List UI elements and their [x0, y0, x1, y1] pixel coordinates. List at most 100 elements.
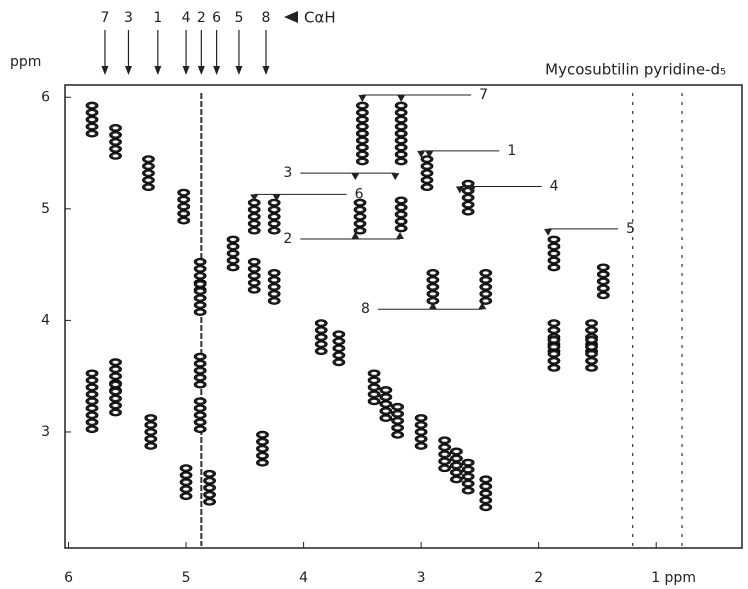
- contour-ring: [259, 454, 266, 458]
- contour-ring: [335, 353, 342, 357]
- contour-ring: [180, 212, 187, 216]
- annotation-marker: [391, 173, 400, 181]
- x-tick-label: 6: [64, 570, 73, 586]
- contour-ring: [197, 413, 204, 417]
- contour-ring: [371, 385, 378, 389]
- cross-peak: [394, 196, 408, 233]
- contour-ring: [359, 125, 366, 129]
- contour-ring: [550, 345, 557, 349]
- contour-ring: [251, 267, 258, 271]
- contour-ring: [112, 397, 119, 401]
- contour-ring: [550, 328, 557, 332]
- cross-peak: [355, 129, 369, 166]
- contour-ring: [89, 118, 96, 122]
- contour-ring: [588, 352, 595, 356]
- annotation-label: 3: [283, 165, 292, 181]
- contour-ring: [465, 203, 472, 207]
- y-tick-label: 4: [41, 312, 50, 328]
- contour-ring: [588, 366, 595, 370]
- contour-ring: [424, 171, 431, 175]
- contour-ring: [112, 383, 119, 387]
- contour-ring: [398, 226, 405, 230]
- annotation-label: 6: [355, 186, 364, 202]
- contour-ring: [359, 131, 366, 135]
- contour-ring: [251, 229, 258, 233]
- contour-ring: [112, 411, 119, 415]
- contour-ring: [398, 118, 405, 122]
- residue-label: 2: [197, 10, 206, 26]
- contour-ring: [180, 219, 187, 223]
- contour-ring: [382, 402, 389, 406]
- contour-ring: [429, 271, 436, 275]
- annotation-label: 7: [479, 87, 488, 103]
- contour-ring: [251, 201, 258, 205]
- contour-ring: [550, 258, 557, 262]
- contour-ring: [145, 185, 152, 189]
- contour-ring: [398, 219, 405, 223]
- cross-peak: [193, 280, 207, 316]
- contour-ring: [424, 178, 431, 182]
- contour-ring: [197, 260, 204, 264]
- cross-peak: [203, 469, 216, 506]
- contour-ring: [359, 159, 366, 163]
- contour-ring: [112, 140, 119, 144]
- contour-ring: [371, 371, 378, 375]
- cross-peak: [267, 269, 281, 305]
- contour-ring: [197, 289, 204, 293]
- contour-ring: [600, 265, 607, 269]
- contour-ring: [398, 205, 405, 209]
- contour-ring: [197, 267, 204, 271]
- contour-ring: [465, 475, 472, 479]
- contour-ring: [550, 352, 557, 356]
- contour-ring: [418, 423, 425, 427]
- residue-arrow-head: [235, 66, 243, 75]
- cross-peak: [85, 397, 99, 434]
- contour-ring: [271, 208, 278, 212]
- contour-ring: [550, 244, 557, 248]
- cross-peak: [547, 335, 561, 372]
- annotation-marker: [467, 186, 476, 194]
- annotation-marker: [425, 150, 434, 158]
- contour-ring: [251, 288, 258, 292]
- contour-ring: [371, 392, 378, 396]
- contour-ring: [89, 406, 96, 410]
- cross-peak: [267, 198, 281, 235]
- contour-ring: [453, 470, 460, 474]
- contour-ring: [145, 178, 152, 182]
- residue-label: 7: [101, 10, 110, 26]
- contour-ring: [398, 159, 405, 163]
- contour-ring: [318, 349, 325, 353]
- contour-ring: [418, 416, 425, 420]
- annotation-label: 2: [283, 231, 292, 247]
- annotation-marker: [397, 95, 406, 103]
- contour-ring: [251, 208, 258, 212]
- cross-peak: [247, 198, 261, 235]
- annotation-label: 8: [361, 301, 370, 317]
- contour-ring: [197, 399, 204, 403]
- residue-arrow-head: [101, 66, 109, 75]
- contour-ring: [465, 210, 472, 214]
- contour-ring: [197, 274, 204, 278]
- contour-ring: [112, 147, 119, 151]
- cross-peak: [479, 475, 493, 512]
- contour-ring: [89, 427, 96, 431]
- residue-label: 8: [262, 10, 271, 26]
- contour-ring: [382, 409, 389, 413]
- contour-ring: [197, 362, 204, 366]
- contour-ring: [600, 293, 607, 297]
- contour-ring: [482, 285, 489, 289]
- contour-ring: [197, 369, 204, 373]
- contour-ring: [251, 260, 258, 264]
- contour-ring: [259, 440, 266, 444]
- contour-ring: [453, 477, 460, 481]
- contour-ring: [359, 118, 366, 122]
- contour-ring: [318, 335, 325, 339]
- cross-peak: [353, 198, 367, 235]
- annotation-marker: [351, 173, 360, 181]
- contour-ring: [230, 237, 237, 241]
- contour-ring: [418, 437, 425, 441]
- cross-peak: [547, 235, 561, 272]
- contour-ring: [429, 292, 436, 296]
- contour-ring: [359, 111, 366, 115]
- contour-ring: [453, 449, 460, 453]
